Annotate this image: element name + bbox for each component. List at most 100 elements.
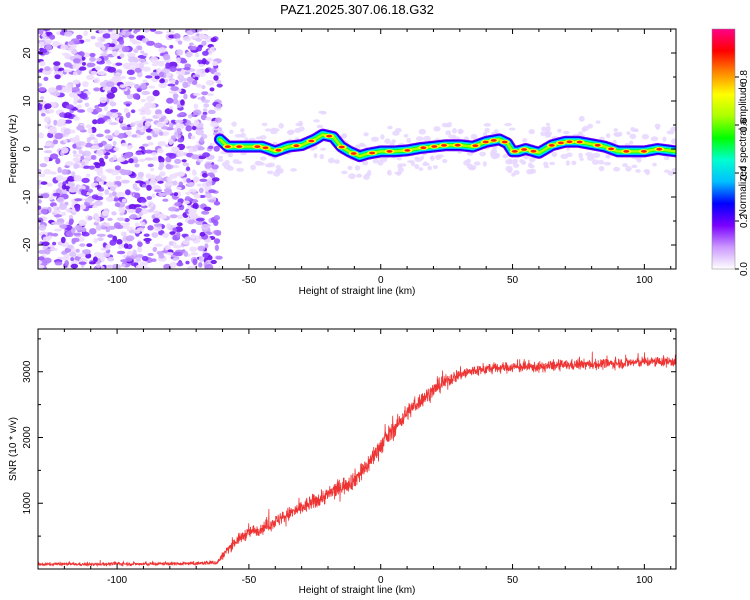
noise-speckle xyxy=(70,227,76,234)
noise-speckle xyxy=(202,99,210,103)
noise-speckle xyxy=(38,264,45,269)
noise-speckle xyxy=(172,93,179,99)
noise-speckle xyxy=(137,62,145,68)
ridge-haze xyxy=(384,138,391,144)
noise-speckle xyxy=(128,229,136,234)
noise-speckle xyxy=(133,57,139,64)
noise-speckle xyxy=(82,81,89,88)
noise-speckle xyxy=(47,132,54,139)
noise-speckle xyxy=(93,138,98,145)
noise-speckle xyxy=(94,104,100,110)
ridge-haze xyxy=(433,126,441,132)
ridge-haze xyxy=(557,128,562,133)
noise-speckle xyxy=(86,107,94,113)
ridge-haze xyxy=(273,128,280,132)
noise-speckle xyxy=(48,196,54,201)
ridge-haze xyxy=(348,173,356,180)
noise-speckle xyxy=(98,142,104,148)
noise-speckle xyxy=(75,205,81,212)
ridge-haze xyxy=(227,152,234,158)
noise-speckle xyxy=(215,232,222,236)
noise-speckle xyxy=(120,231,126,236)
ridge-peak-core xyxy=(350,152,357,155)
spectrogram-x-label: Height of straight line (km) xyxy=(299,286,416,297)
ridge-haze xyxy=(313,119,320,123)
ridge-haze xyxy=(256,161,264,166)
ridge-haze xyxy=(250,164,256,171)
ridge-haze xyxy=(551,151,558,157)
noise-speckle xyxy=(124,151,133,158)
ridge-haze xyxy=(334,159,340,164)
ridge-haze xyxy=(261,122,268,127)
noise-speckle xyxy=(201,85,206,90)
ridge-haze xyxy=(605,154,611,159)
noise-speckle xyxy=(176,57,181,64)
noise-speckle xyxy=(72,64,81,69)
noise-speckle xyxy=(60,44,69,50)
noise-speckle xyxy=(94,216,101,223)
noise-speckle xyxy=(186,178,191,183)
noise-speckle xyxy=(107,225,116,230)
noise-speckle xyxy=(190,145,199,153)
ridge-haze xyxy=(414,164,420,170)
ridge-haze xyxy=(508,127,516,131)
noise-speckle xyxy=(54,74,61,80)
noise-speckle xyxy=(136,45,143,51)
noise-speckle xyxy=(205,193,212,199)
colorbar-tick-label: 0.4 xyxy=(739,166,750,180)
noise-speckle xyxy=(176,191,182,198)
ridge-haze xyxy=(473,161,481,166)
noise-speckle xyxy=(210,259,217,265)
noise-speckle xyxy=(145,75,153,79)
noise-speckle xyxy=(135,264,142,269)
noise-speckle xyxy=(86,173,91,178)
noise-speckle xyxy=(190,252,198,256)
noise-speckle xyxy=(52,233,59,237)
noise-speckle xyxy=(157,148,164,154)
noise-speckle xyxy=(89,56,96,62)
noise-speckle xyxy=(76,34,83,40)
noise-speckle xyxy=(65,208,73,213)
noise-speckle xyxy=(39,163,48,168)
ridge-haze xyxy=(565,160,571,166)
noise-speckle xyxy=(143,29,150,33)
ridge-haze xyxy=(356,173,363,178)
noise-speckle xyxy=(109,43,116,48)
noise-speckle xyxy=(171,146,180,152)
ridge-peak-core xyxy=(369,151,376,155)
noise-speckle xyxy=(59,203,67,210)
noise-speckle xyxy=(158,117,165,123)
noise-speckle xyxy=(54,261,63,266)
ridge-haze xyxy=(445,130,452,136)
noise-speckle xyxy=(201,58,207,64)
noise-speckle xyxy=(92,119,98,125)
noise-speckle xyxy=(55,158,61,165)
noise-speckle xyxy=(192,258,198,266)
ridge-haze xyxy=(359,143,367,148)
noise-speckle xyxy=(154,189,162,193)
noise-speckle xyxy=(140,98,146,103)
noise-speckle xyxy=(144,118,153,122)
noise-speckle xyxy=(96,133,104,138)
noise-speckle xyxy=(176,262,184,267)
noise-speckle xyxy=(164,190,173,195)
noise-speckle xyxy=(99,180,104,185)
noise-speckle xyxy=(67,175,76,182)
noise-speckle xyxy=(40,181,48,185)
noise-speckle xyxy=(80,161,86,166)
noise-speckle xyxy=(197,29,203,32)
noise-speckle xyxy=(135,187,140,192)
noise-speckle xyxy=(172,97,178,105)
noise-speckle xyxy=(91,194,99,200)
ridge-haze xyxy=(483,123,491,127)
ridge-haze xyxy=(543,161,549,167)
noise-speckle xyxy=(82,165,91,169)
noise-speckle xyxy=(176,214,184,219)
snr-series-line xyxy=(38,351,676,568)
noise-speckle xyxy=(168,138,174,145)
noise-speckle xyxy=(152,133,159,138)
noise-speckle xyxy=(56,122,64,127)
noise-speckle xyxy=(169,214,178,219)
ridge-haze xyxy=(635,169,641,173)
noise-speckle xyxy=(74,198,83,202)
